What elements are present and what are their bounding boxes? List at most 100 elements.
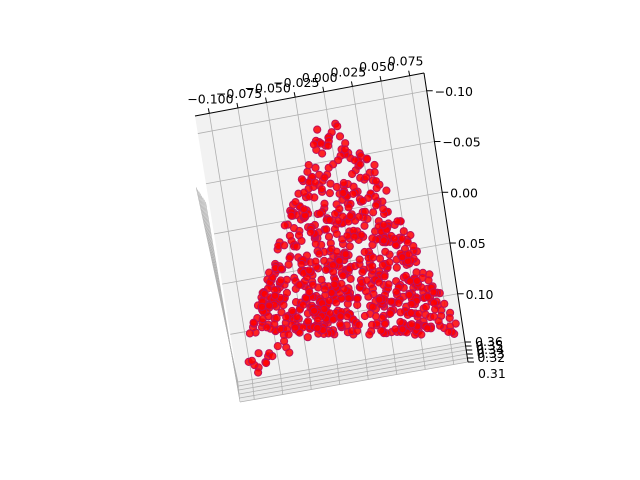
- scatter-point: [371, 312, 381, 321]
- x-tick-label: −0.075: [216, 86, 262, 101]
- scatter-point: [320, 173, 329, 182]
- z-tick-label: 0.34: [476, 342, 504, 357]
- scatter-point: [311, 239, 320, 248]
- scatter-point: [268, 352, 277, 361]
- scatter-point: [328, 261, 337, 270]
- y-axis-ticks: −0.10 −0.05 0.00 0.05 0.10: [426, 84, 494, 302]
- y-tick-label: −0.10: [435, 84, 473, 99]
- scatter-point: [356, 160, 365, 169]
- grid-line-z: [239, 353, 467, 395]
- scatter-point: [374, 278, 384, 287]
- scatter-point: [303, 317, 313, 326]
- scatter-point: [339, 188, 348, 198]
- scatter-point: [305, 266, 314, 275]
- x-axis-line: [194, 72, 425, 117]
- scatter-point: [289, 224, 299, 233]
- scatter-point: [313, 315, 322, 324]
- side-edge-line: [205, 201, 241, 403]
- scatter-point: [337, 279, 346, 288]
- scatter-point: [285, 253, 294, 263]
- scatter-point: [417, 330, 426, 339]
- scatter-point: [404, 250, 413, 259]
- scatter-point: [315, 249, 324, 258]
- scatter-point: [370, 160, 379, 170]
- scatter-point: [431, 305, 440, 314]
- grid-line-x: [409, 75, 452, 345]
- scatter-point: [396, 317, 405, 327]
- x-tick-label: −0.050: [245, 81, 291, 96]
- scatter-point: [285, 231, 294, 240]
- scatter-point: [335, 204, 344, 213]
- grid-line-x-floor: [251, 379, 255, 400]
- scatter-point: [332, 182, 341, 192]
- x-axis-ticks: −0.100−0.075−0.050−0.0250.0000.0250.0500…: [187, 54, 423, 114]
- scatter-point: [335, 132, 345, 141]
- scatter-point: [338, 271, 347, 280]
- x-tick-mark: [350, 81, 353, 87]
- scatter-point: [381, 247, 390, 256]
- scatter-point: [273, 342, 282, 351]
- scatter-point: [287, 211, 296, 220]
- scatter-point: [355, 255, 364, 264]
- scatter-point: [262, 358, 271, 368]
- x-tick-label: 0.025: [330, 64, 366, 79]
- scatter-point: [327, 288, 336, 297]
- scatter-point: [292, 242, 301, 251]
- scatter-point: [380, 319, 389, 328]
- scatter-point: [322, 225, 331, 234]
- scatter-point: [339, 178, 348, 188]
- grid-line-x-floor: [280, 374, 284, 395]
- z-tick-label: 0.32: [477, 350, 505, 365]
- scatter-point: [445, 313, 454, 323]
- scatter-point: [398, 325, 407, 334]
- scatter-point: [341, 250, 350, 259]
- scatter-point: [321, 265, 331, 274]
- x-tick-mark: [207, 108, 210, 114]
- scatter-point: [354, 320, 363, 329]
- scatter-point: [320, 199, 329, 208]
- scatter-point: [355, 212, 364, 221]
- scatter-point: [382, 186, 391, 195]
- scatter-point: [368, 234, 377, 243]
- y-axis-line: [423, 72, 466, 343]
- scatter-point: [368, 262, 377, 271]
- scatter-point: [335, 256, 344, 265]
- scatter-point: [324, 296, 334, 306]
- scatter-point: [291, 323, 300, 332]
- scatter-point: [392, 287, 401, 296]
- x-tick-mark: [322, 86, 325, 92]
- scatter-point: [320, 256, 329, 265]
- scatter-point: [348, 169, 357, 179]
- scatter-point: [345, 242, 354, 251]
- scatter-points: [244, 119, 460, 377]
- scatter-point: [326, 179, 335, 188]
- scatter-point: [313, 125, 322, 134]
- z-tick-label: 0.31: [478, 366, 506, 381]
- scatter-point: [331, 209, 340, 219]
- scatter-point: [297, 175, 306, 184]
- scatter-point: [311, 257, 320, 266]
- scatter-point: [295, 280, 304, 289]
- scatter-point: [325, 189, 334, 198]
- z-tick-label: 0.36: [475, 334, 503, 349]
- grid-line-y: [197, 90, 427, 134]
- scatter-point: [451, 319, 460, 328]
- scatter-point: [270, 291, 280, 300]
- scatter-point: [409, 242, 418, 251]
- scatter-point: [299, 300, 308, 309]
- grid-line-z: [237, 341, 466, 383]
- scatter-point: [254, 368, 263, 377]
- grid-line-y: [213, 191, 443, 235]
- scatter-point: [440, 299, 449, 308]
- scatter-point: [334, 156, 343, 165]
- x-tick-mark: [236, 102, 239, 109]
- scatter-point: [444, 327, 453, 336]
- scatter-point: [247, 356, 256, 365]
- scatter-point: [265, 301, 274, 310]
- scatter-point: [361, 287, 371, 296]
- y-tick-label: −0.05: [442, 135, 480, 150]
- y-tick-label: 0.05: [458, 236, 486, 251]
- scatter-point: [306, 228, 315, 237]
- scatter-point: [349, 189, 358, 198]
- scatter-point: [406, 308, 415, 318]
